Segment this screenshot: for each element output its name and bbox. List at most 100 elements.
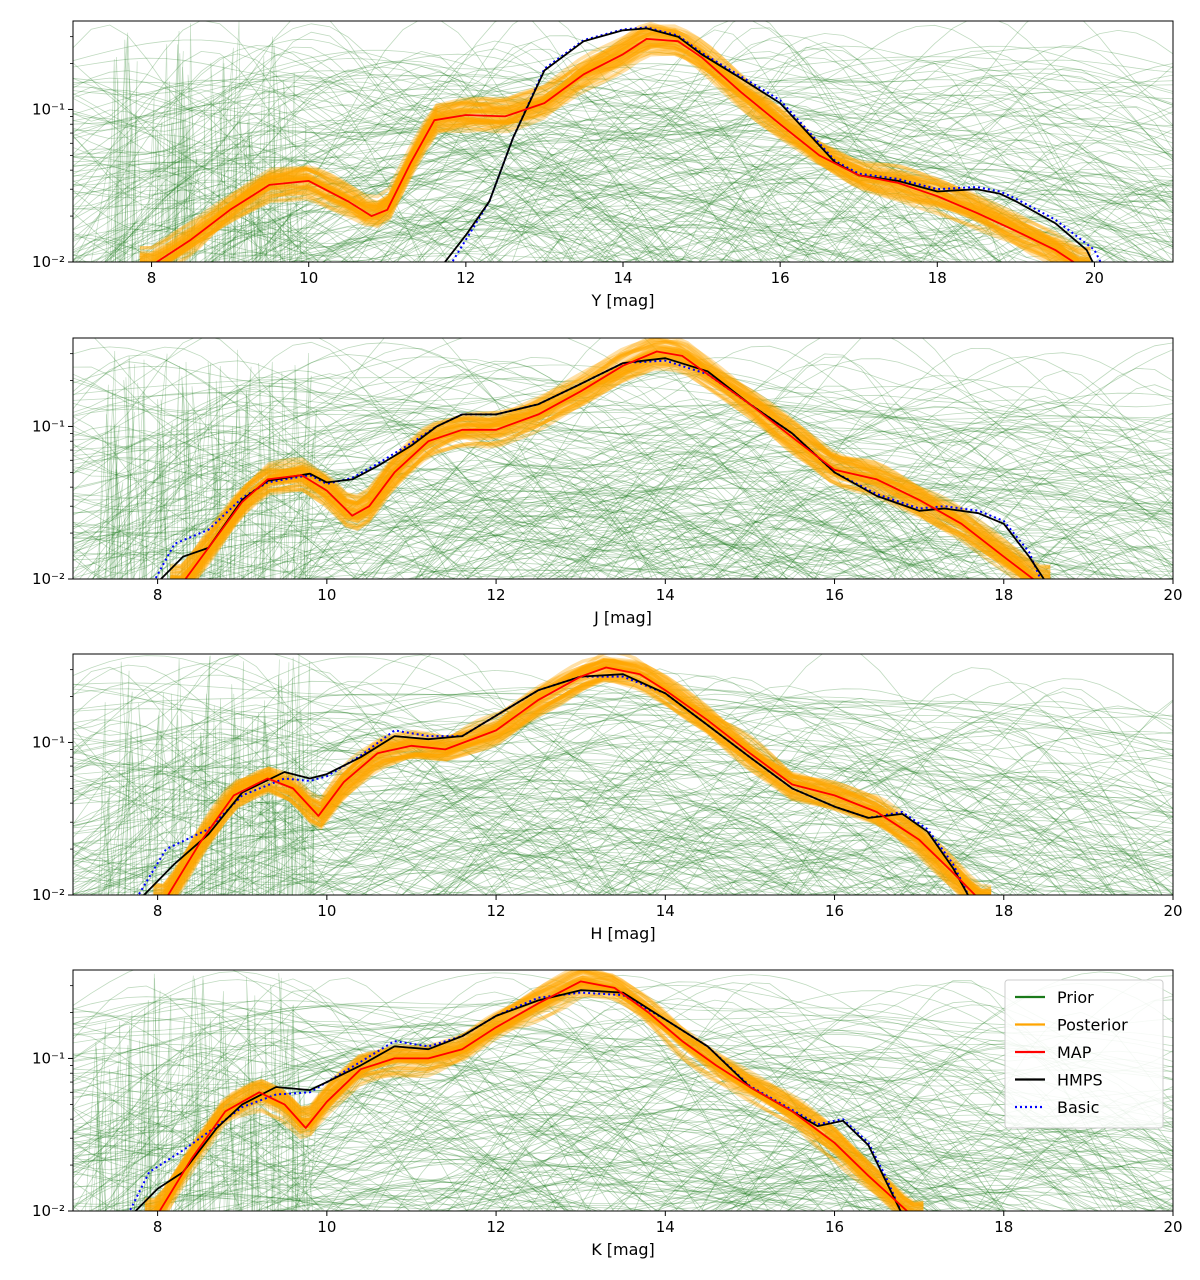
prior-line (356, 519, 910, 579)
prior-line (73, 843, 653, 895)
prior-line (357, 462, 1173, 579)
prior-line (110, 92, 1173, 262)
prior-line (118, 1183, 576, 1211)
prior-line (73, 80, 1173, 202)
prior-line (159, 730, 188, 895)
prior-line (192, 445, 1173, 579)
prior-line (73, 654, 1173, 850)
prior-line (892, 1130, 1173, 1211)
prior-line (73, 752, 1173, 854)
posterior-line (170, 340, 1051, 576)
prior-line (136, 693, 1173, 895)
prior-line (236, 1061, 989, 1211)
prior-line (73, 359, 1173, 474)
prior-line (287, 768, 294, 895)
prior-line (73, 102, 816, 262)
prior-line (724, 770, 1173, 895)
prior-line (239, 1091, 247, 1211)
prior-line (118, 140, 1117, 262)
prior-line (172, 426, 1173, 579)
prior-line (780, 91, 1173, 262)
prior-line (809, 875, 1145, 895)
prior-line (73, 1101, 770, 1211)
prior-line (167, 715, 182, 895)
prior-line (473, 1141, 1078, 1211)
prior-line (441, 803, 915, 895)
prior-line (73, 193, 639, 262)
prior-line (73, 396, 1173, 536)
prior-line (73, 1055, 510, 1211)
posterior-line (144, 970, 911, 1211)
posterior-line (165, 658, 978, 895)
prior-line (73, 734, 1173, 837)
prior-line (796, 771, 1173, 895)
prior-line (73, 976, 861, 1211)
prior-line (185, 126, 197, 262)
prior-line (146, 98, 155, 262)
prior-line (73, 873, 445, 895)
prior-line (73, 1105, 1067, 1211)
prior-line (192, 976, 204, 1211)
prior-line (545, 39, 912, 262)
prior-line (73, 454, 1173, 577)
posterior-line (166, 43, 1059, 262)
prior-line (395, 691, 1173, 895)
prior-line (478, 102, 1173, 262)
prior-line (154, 829, 1173, 895)
posterior-line (155, 981, 899, 1211)
prior-line (279, 1152, 809, 1211)
prior-line (73, 123, 1173, 256)
prior-line (98, 784, 111, 895)
prior-line (172, 972, 939, 1211)
hmps-line (134, 989, 902, 1211)
prior-line (104, 432, 707, 579)
prior-line (739, 1011, 1173, 1211)
prior-line (73, 151, 618, 262)
prior-line (489, 759, 941, 895)
posterior-line (184, 354, 1032, 579)
prior-line (73, 472, 997, 579)
prior-line (150, 1043, 168, 1211)
prior-line (73, 801, 488, 895)
prior-line (530, 1180, 887, 1211)
prior-line (73, 688, 852, 895)
prior-line (546, 515, 814, 579)
prior-line (496, 1135, 1173, 1211)
prior-line (125, 377, 135, 579)
y-tick-label: 10⁻¹ (32, 100, 65, 118)
prior-line (280, 162, 297, 262)
prior-line (618, 823, 860, 895)
prior-line (73, 469, 861, 579)
prior-line (73, 705, 1173, 801)
prior-line (267, 759, 281, 895)
prior-line (73, 704, 1086, 895)
prior-line (268, 382, 285, 579)
prior-line (73, 426, 1173, 544)
prior-line (73, 21, 1173, 196)
prior-line (105, 737, 1173, 895)
prior-line (73, 713, 1173, 857)
prior-line (73, 1032, 574, 1211)
prior-line (299, 122, 307, 262)
prior-line (855, 811, 1173, 895)
prior-line (73, 1038, 1173, 1098)
prior-line (73, 369, 1120, 579)
prior-line (618, 1131, 1173, 1211)
prior-line (494, 808, 1173, 895)
posterior-line (158, 987, 901, 1211)
prior-line (73, 683, 1149, 895)
prior-line (387, 466, 1173, 579)
posterior-line (170, 340, 1051, 576)
prior-line (169, 365, 180, 579)
prior-line (73, 727, 1173, 888)
prior-line (258, 714, 274, 895)
prior-line (176, 739, 201, 895)
prior-line (113, 1058, 1173, 1211)
prior-line (780, 834, 1061, 895)
posterior-samples (139, 21, 1091, 262)
prior-line (73, 979, 1173, 1133)
prior-line (253, 476, 263, 579)
x-tick-label: 18 (994, 1218, 1013, 1236)
prior-line (73, 484, 563, 579)
prior-line (614, 545, 1156, 579)
